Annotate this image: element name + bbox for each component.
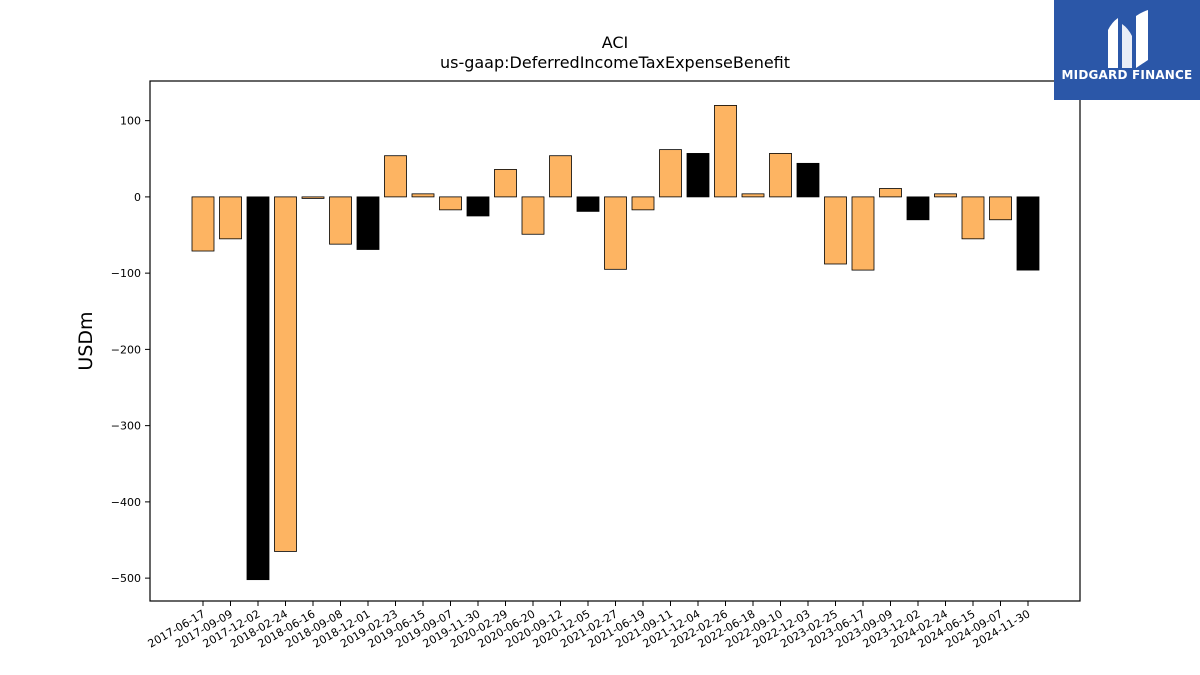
bar — [604, 196, 627, 270]
y-axis-label: USDm — [75, 311, 97, 370]
logo-text: MIDGARD FINANCE — [1061, 68, 1193, 82]
bar — [961, 196, 985, 240]
bar — [411, 193, 435, 198]
bar — [439, 196, 462, 211]
bar — [631, 196, 655, 211]
y-tick-label: −400 — [111, 496, 141, 509]
bar — [989, 196, 1012, 221]
bar — [356, 196, 380, 250]
midgard-finance-logo: MIDGARD FINANCE — [1054, 0, 1200, 100]
y-tick-label: −500 — [111, 572, 141, 585]
bar — [686, 153, 710, 198]
bar — [796, 162, 820, 198]
bar — [659, 149, 682, 198]
bar — [301, 196, 325, 199]
bar — [549, 155, 572, 198]
bar — [246, 196, 270, 581]
bar — [879, 188, 902, 198]
y-tick-label: 0 — [134, 191, 141, 204]
y-tick-label: −100 — [111, 267, 141, 280]
bar — [274, 196, 297, 552]
y-tick-label: 100 — [120, 115, 141, 128]
y-tick-label: −300 — [111, 420, 141, 433]
bar — [1016, 196, 1040, 271]
y-tick-label: −200 — [111, 343, 141, 356]
chart-title: ACI — [602, 33, 629, 52]
bar — [329, 196, 352, 245]
bar — [191, 196, 215, 252]
bar — [851, 196, 875, 271]
bar — [824, 196, 847, 265]
logo-mark-icon — [1108, 10, 1148, 68]
chart-subtitle: us-gaap:DeferredIncomeTaxExpenseBenefit — [440, 53, 790, 72]
bar — [934, 193, 957, 198]
bar — [521, 196, 545, 235]
bar — [769, 153, 792, 198]
bar — [741, 193, 765, 198]
bar — [714, 105, 737, 198]
bar — [494, 169, 517, 198]
bar — [384, 155, 407, 198]
bar — [576, 196, 600, 212]
bar — [906, 196, 930, 221]
bar — [219, 196, 242, 240]
bar — [466, 196, 490, 217]
plot-area: 1000−100−200−300−400−5002017-06-172017-0… — [111, 80, 1081, 651]
